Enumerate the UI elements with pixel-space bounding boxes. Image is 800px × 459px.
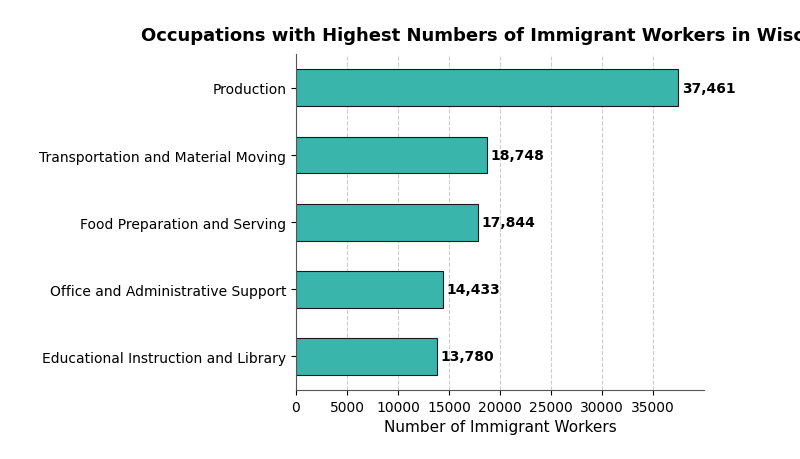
Text: 37,461: 37,461 (682, 82, 735, 96)
Text: 17,844: 17,844 (482, 216, 535, 230)
Bar (296, 271, 443, 308)
Text: 14,433: 14,433 (446, 283, 501, 297)
Title: Occupations with Highest Numbers of Immigrant Workers in Wisconsin: Occupations with Highest Numbers of Immi… (142, 27, 800, 45)
Bar (296, 204, 478, 241)
Bar (296, 137, 487, 174)
Text: 18,748: 18,748 (490, 149, 545, 162)
Bar (296, 70, 678, 107)
Text: 13,780: 13,780 (440, 349, 494, 364)
Bar (296, 338, 437, 375)
X-axis label: Number of Immigrant Workers: Number of Immigrant Workers (384, 420, 616, 434)
